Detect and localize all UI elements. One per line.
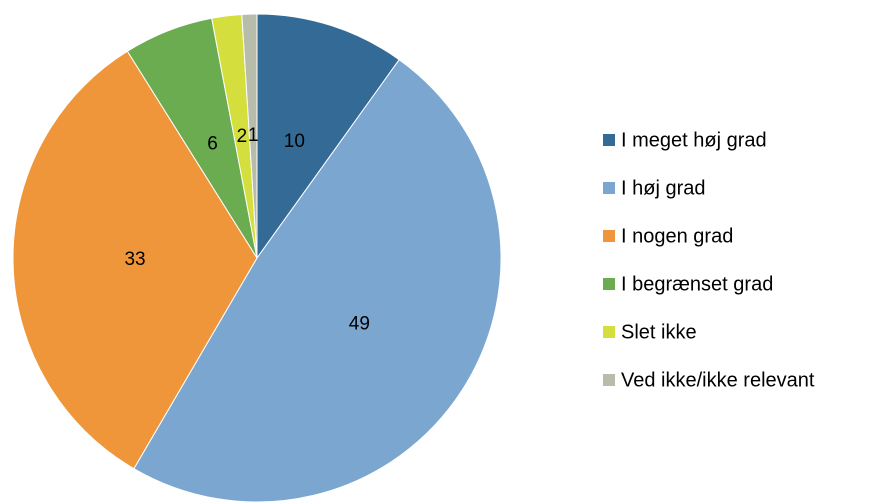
legend-label: Slet ikke	[621, 321, 697, 343]
data-label: 49	[349, 313, 370, 334]
legend-swatch	[603, 278, 615, 290]
legend-swatch	[603, 134, 615, 146]
data-label: 6	[207, 133, 218, 154]
data-label: 10	[284, 131, 305, 152]
pie-slice	[133, 59, 502, 502]
legend-label: Ved ikke/ikke relevant	[621, 369, 815, 391]
legend-label: I høj grad	[621, 177, 705, 199]
legend-label: I nogen grad	[621, 225, 733, 247]
legend-swatch	[603, 182, 615, 194]
pie-slice	[256, 13, 400, 260]
legend-swatch	[603, 230, 615, 242]
data-label: 33	[124, 249, 145, 270]
pie-slice	[241, 13, 258, 259]
legend-label: I meget høj grad	[621, 129, 767, 151]
legend-label: I begrænset grad	[621, 273, 773, 295]
legend-swatch	[603, 374, 615, 386]
data-label: 2	[237, 126, 248, 147]
pie-slice	[12, 50, 258, 470]
legend-swatch	[603, 326, 615, 338]
data-label: 1	[248, 125, 259, 146]
